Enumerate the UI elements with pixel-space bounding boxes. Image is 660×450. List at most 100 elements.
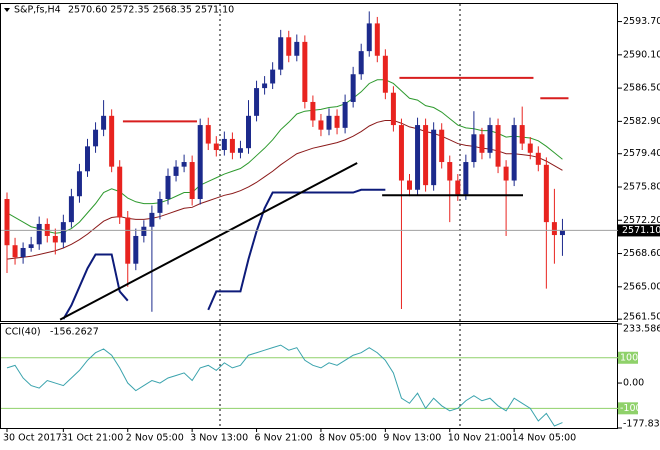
x-tick-label: 2 Nov 05:00	[126, 433, 184, 444]
level-label-box	[618, 351, 638, 364]
candle-body	[52, 235, 58, 243]
y-tick-label: 2582.90	[623, 116, 660, 127]
candle-body	[76, 171, 82, 197]
level-label-box	[618, 402, 638, 415]
y-tick-label: 0.00	[623, 378, 644, 389]
candle-body	[133, 235, 139, 264]
candle-body	[495, 125, 501, 167]
price-label-box	[618, 224, 660, 237]
candle-body	[117, 166, 123, 218]
y-tick-label: 2590.10	[623, 49, 660, 60]
candle-body	[439, 129, 445, 163]
candle-body	[511, 125, 517, 181]
candle-body	[374, 23, 380, 56]
x-tick-label: 31 Oct 21:00	[61, 433, 123, 444]
candle-body	[294, 41, 300, 56]
x-tick-label: 30 Oct 2017	[3, 433, 62, 444]
candle-body	[318, 120, 324, 130]
candle-body	[382, 55, 388, 93]
candle-body	[68, 196, 74, 223]
candle-body	[262, 83, 268, 89]
candle-body	[270, 69, 276, 84]
candle-body	[447, 162, 453, 181]
candle-body	[4, 199, 10, 246]
y-tick-label: 2572.20	[623, 215, 660, 226]
y-tick-label: 2565.00	[623, 281, 660, 292]
y-tick-label: 2568.60	[623, 248, 660, 259]
candle-body	[302, 41, 308, 102]
candle-body	[93, 129, 99, 147]
candle-body	[141, 226, 147, 236]
candle-body	[237, 148, 243, 153]
y-tick-label: 2593.70	[623, 16, 660, 27]
overlay-line	[207, 188, 386, 311]
candle-body	[157, 199, 163, 213]
candle-body	[326, 115, 332, 130]
overlay-line	[62, 253, 129, 320]
cci-last-value: -156.2627	[50, 327, 99, 338]
y-tick-label: -177.8349	[623, 419, 660, 430]
drawn-line	[59, 162, 358, 321]
candle-body	[551, 222, 557, 236]
candle-body	[366, 23, 372, 52]
candle-body	[246, 115, 251, 149]
menu-arrow[interactable]	[4, 8, 10, 12]
candle-body	[415, 125, 421, 190]
y-tick-label: 2561.50	[623, 312, 660, 323]
candle-body	[213, 143, 219, 151]
candle-body	[36, 223, 42, 245]
candle-body	[342, 101, 348, 128]
candle-body	[310, 101, 316, 121]
candle-body	[101, 115, 107, 130]
candle-body	[221, 138, 227, 151]
candle-body	[503, 166, 509, 181]
cci-pane-frame	[0, 323, 618, 429]
cci-title: CCI(40)	[5, 327, 41, 338]
candle-body	[20, 247, 26, 258]
candle-body	[423, 125, 429, 186]
ohlc-text: 2570.60 2572.35 2568.35 2571.10	[68, 5, 234, 16]
x-tick-label: 14 Nov 05:00	[512, 433, 576, 444]
level-label: -100	[620, 403, 642, 414]
candle-body	[173, 166, 179, 176]
candle-body	[543, 164, 549, 223]
candle-body	[471, 134, 477, 163]
candle-body	[229, 138, 235, 153]
candle-body	[60, 222, 66, 243]
candle-body	[431, 129, 437, 186]
candle-body	[278, 37, 284, 70]
candle-body	[165, 175, 171, 200]
candle-body	[527, 143, 533, 153]
x-tick-label: 3 Nov 13:00	[190, 433, 248, 444]
candle-body	[519, 125, 525, 144]
overlay-line	[6, 79, 563, 234]
candle-body	[463, 162, 469, 195]
candle-body	[28, 244, 34, 248]
candle-body	[350, 74, 356, 102]
candle-body	[559, 230, 565, 236]
candle-body	[535, 152, 541, 165]
candle-body	[181, 162, 187, 167]
candle-body	[334, 115, 340, 128]
symbol-title: S&P,fs,H4	[14, 5, 61, 16]
y-tick-label: 2586.50	[623, 83, 660, 94]
x-tick-label: 6 Nov 21:00	[255, 433, 313, 444]
overlay-line	[6, 119, 563, 260]
candle-body	[254, 88, 260, 116]
candle-body	[205, 125, 211, 144]
cci-line	[6, 344, 563, 427]
y-tick-label: 2575.80	[623, 181, 660, 192]
level-label: 100	[620, 352, 638, 363]
candle-body	[398, 125, 404, 181]
candle-body	[12, 245, 18, 258]
candle-body	[85, 146, 90, 172]
candle-body	[125, 217, 131, 264]
main-pane-frame	[0, 3, 618, 322]
y-tick-label: 2579.40	[623, 148, 660, 159]
candle-body	[149, 212, 155, 227]
candle-body	[390, 92, 396, 126]
candle-body	[197, 125, 203, 200]
x-tick-label: 9 Nov 13:00	[383, 433, 441, 444]
